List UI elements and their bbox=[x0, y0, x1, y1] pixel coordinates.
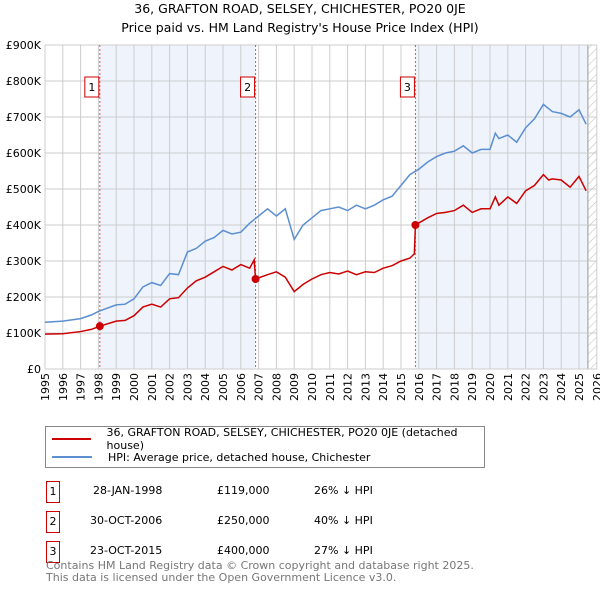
y-tick-label: £100K bbox=[6, 327, 42, 340]
legend-swatch-property bbox=[52, 438, 91, 440]
x-tick-label: 2005 bbox=[217, 373, 230, 401]
x-tick-label: 2010 bbox=[306, 373, 319, 401]
x-tick-label: 2006 bbox=[235, 373, 248, 401]
sale-date: 28-JAN-1998 bbox=[93, 484, 163, 497]
hpi-line bbox=[44, 103, 587, 323]
x-tick-label: 2012 bbox=[342, 373, 355, 401]
sale-number: 1 bbox=[46, 481, 60, 503]
y-tick-label: £0 bbox=[27, 363, 41, 376]
sale-price: £400,000 bbox=[217, 544, 270, 557]
y-tick-label: £900K bbox=[6, 39, 42, 52]
x-tick-label: 2022 bbox=[520, 373, 533, 401]
y-tick-label: £800K bbox=[6, 75, 42, 88]
x-tick-label: 1998 bbox=[92, 373, 105, 401]
sale-hpi-diff: 26% ↓ HPI bbox=[314, 484, 373, 497]
chart-title: 36, GRAFTON ROAD, SELSEY, CHICHESTER, PO… bbox=[134, 1, 466, 16]
sale-hpi-diff: 27% ↓ HPI bbox=[314, 544, 373, 557]
legend-label-property: 36, GRAFTON ROAD, SELSEY, CHICHESTER, PO… bbox=[106, 426, 458, 452]
x-tick-label: 1995 bbox=[39, 373, 52, 401]
x-tick-label: 1997 bbox=[75, 373, 88, 401]
y-tick-label: £200K bbox=[6, 291, 42, 304]
x-tick-label: 2014 bbox=[377, 373, 390, 401]
forecast-hatch bbox=[587, 45, 597, 369]
sale-label-1: 1 bbox=[88, 81, 95, 94]
sale-hpi-diff: 40% ↓ HPI bbox=[314, 514, 373, 527]
sale-price: £119,000 bbox=[217, 484, 270, 497]
x-tick-label: 2023 bbox=[537, 373, 550, 401]
x-tick-label: 2011 bbox=[324, 373, 337, 401]
x-tick-label: 2025 bbox=[573, 373, 586, 401]
x-tick-label: 2013 bbox=[359, 373, 372, 401]
x-tick-label: 2015 bbox=[395, 373, 408, 401]
x-tick-label: 2026 bbox=[591, 373, 600, 401]
x-tick-label: 2003 bbox=[181, 373, 194, 401]
y-tick-label: £300K bbox=[6, 255, 42, 268]
footer-licence: This data is licensed under the Open Gov… bbox=[46, 571, 397, 584]
sale-date: 23-OCT-2015 bbox=[90, 544, 163, 557]
legend-label-hpi: HPI: Average price, detached house, Chic… bbox=[108, 450, 371, 464]
x-tick-label: 2020 bbox=[484, 373, 497, 401]
shaded-range-1 bbox=[415, 45, 588, 369]
sale-number: 2 bbox=[46, 511, 60, 533]
x-tick-label: 2008 bbox=[270, 373, 283, 401]
y-tick-label: £400K bbox=[6, 219, 42, 232]
sale-point-2 bbox=[251, 275, 260, 283]
sale-label-2: 2 bbox=[244, 81, 251, 94]
legend: 36, GRAFTON ROAD, SELSEY, CHICHESTER, PO… bbox=[45, 426, 485, 468]
sale-price: £250,000 bbox=[217, 514, 270, 527]
legend-swatch-hpi bbox=[52, 456, 92, 458]
footer-copyright: Contains HM Land Registry data © Crown c… bbox=[46, 559, 474, 572]
x-tick-label: 2000 bbox=[128, 373, 141, 401]
x-tick-label: 2017 bbox=[431, 373, 444, 401]
sale-point-1 bbox=[95, 322, 104, 331]
x-tick-label: 2018 bbox=[448, 373, 461, 401]
chart-subtitle: Price paid vs. HM Land Registry's House … bbox=[121, 20, 479, 35]
x-tick-label: 2002 bbox=[164, 373, 177, 401]
x-tick-label: 2004 bbox=[199, 373, 212, 401]
y-tick-label: £600K bbox=[6, 147, 42, 160]
sale-label-3: 3 bbox=[404, 81, 411, 94]
x-tick-label: 2016 bbox=[413, 373, 426, 401]
x-tick-label: 2021 bbox=[502, 373, 515, 401]
price-chart: 1995 1996 1997 1998 1999 2000 2001 2002 2003 2004… bbox=[6, 39, 600, 401]
x-tick-label: 1999 bbox=[110, 373, 123, 401]
sale-label-box-2 bbox=[240, 76, 256, 98]
x-tick-label: 2009 bbox=[288, 373, 301, 401]
x-tick-label: 2007 bbox=[253, 373, 266, 401]
sale-date: 30-OCT-2006 bbox=[90, 514, 163, 527]
sale-label-box-3 bbox=[399, 76, 415, 98]
x-tick-label: 2024 bbox=[555, 373, 568, 401]
x-tick-label: 2019 bbox=[466, 373, 479, 401]
sale-label-box-1 bbox=[84, 76, 100, 98]
x-tick-label: 2001 bbox=[146, 373, 159, 401]
y-tick-label: £700K bbox=[6, 111, 42, 124]
property-price-line bbox=[44, 173, 587, 335]
sale-number: 3 bbox=[46, 541, 60, 563]
y-tick-label: £500K bbox=[6, 183, 42, 196]
shaded-range-0 bbox=[99, 45, 256, 369]
sale-point-3 bbox=[411, 221, 420, 229]
x-tick-label: 1996 bbox=[57, 373, 70, 401]
